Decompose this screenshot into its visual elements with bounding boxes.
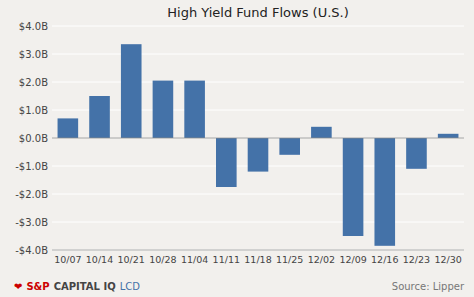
bar	[343, 138, 364, 236]
zero-line	[52, 138, 464, 139]
bar	[184, 81, 205, 138]
bar	[406, 138, 427, 169]
x-tick-label: 12/23	[403, 254, 430, 265]
bar	[153, 81, 174, 138]
footer-text: CAPITAL IQ	[54, 281, 116, 292]
x-tick-label: 12/30	[434, 254, 461, 265]
bar	[216, 138, 237, 187]
footer-text: S&P	[26, 281, 49, 292]
x-tick-label: 10/21	[118, 254, 145, 265]
grid-line	[52, 54, 464, 55]
grid-line	[52, 26, 464, 27]
grid-line	[52, 138, 464, 139]
y-tick-label: -$4.0B	[15, 245, 48, 256]
grid-line	[52, 194, 464, 195]
grid-line	[52, 110, 464, 111]
x-tick-label: 11/11	[213, 254, 240, 265]
y-tick-label: $1.0B	[19, 105, 48, 116]
x-axis	[52, 250, 464, 251]
y-tick-label: $0.0B	[19, 133, 48, 144]
bars	[58, 44, 459, 246]
x-tick-label: 10/07	[54, 254, 81, 265]
y-tick-label: -$2.0B	[15, 189, 48, 200]
bar	[89, 96, 110, 138]
footer-text: ❤	[14, 281, 22, 292]
y-tick-label: -$3.0B	[15, 217, 48, 228]
y-tick-label: $3.0B	[19, 49, 48, 60]
x-tick-label: 10/14	[86, 254, 113, 265]
bar	[374, 138, 395, 246]
x-tick-label: 12/16	[371, 254, 398, 265]
grid-line	[52, 250, 464, 251]
x-tick-label: 11/04	[181, 254, 208, 265]
footer-brand: ❤ S&P CAPITAL IQ LCD	[14, 281, 140, 292]
bar	[58, 118, 79, 138]
title: High Yield Fund Flows (U.S.)	[167, 5, 348, 20]
x-tick-label: 12/09	[339, 254, 366, 265]
bar	[121, 44, 142, 138]
x-tick-label: 10/28	[149, 254, 176, 265]
footer-text: LCD	[120, 281, 141, 292]
x-tick-label: 12/02	[308, 254, 335, 265]
source: Source: Lipper	[392, 281, 465, 292]
bar	[279, 138, 300, 155]
bar	[311, 127, 332, 138]
chart: High Yield Fund Flows (U.S.) -$4.0B -$3.0B…	[0, 0, 474, 297]
bar	[248, 138, 269, 172]
x-tick-label: 11/25	[276, 254, 303, 265]
y-tick-label: $4.0B	[19, 21, 48, 32]
y-tick-label: $2.0B	[19, 77, 48, 88]
background	[0, 0, 474, 297]
bar	[438, 134, 459, 138]
y-tick-label: -$1.0B	[15, 161, 48, 172]
grid-line	[52, 222, 464, 223]
x-tick-label: 11/18	[244, 254, 271, 265]
grid-line	[52, 82, 464, 83]
